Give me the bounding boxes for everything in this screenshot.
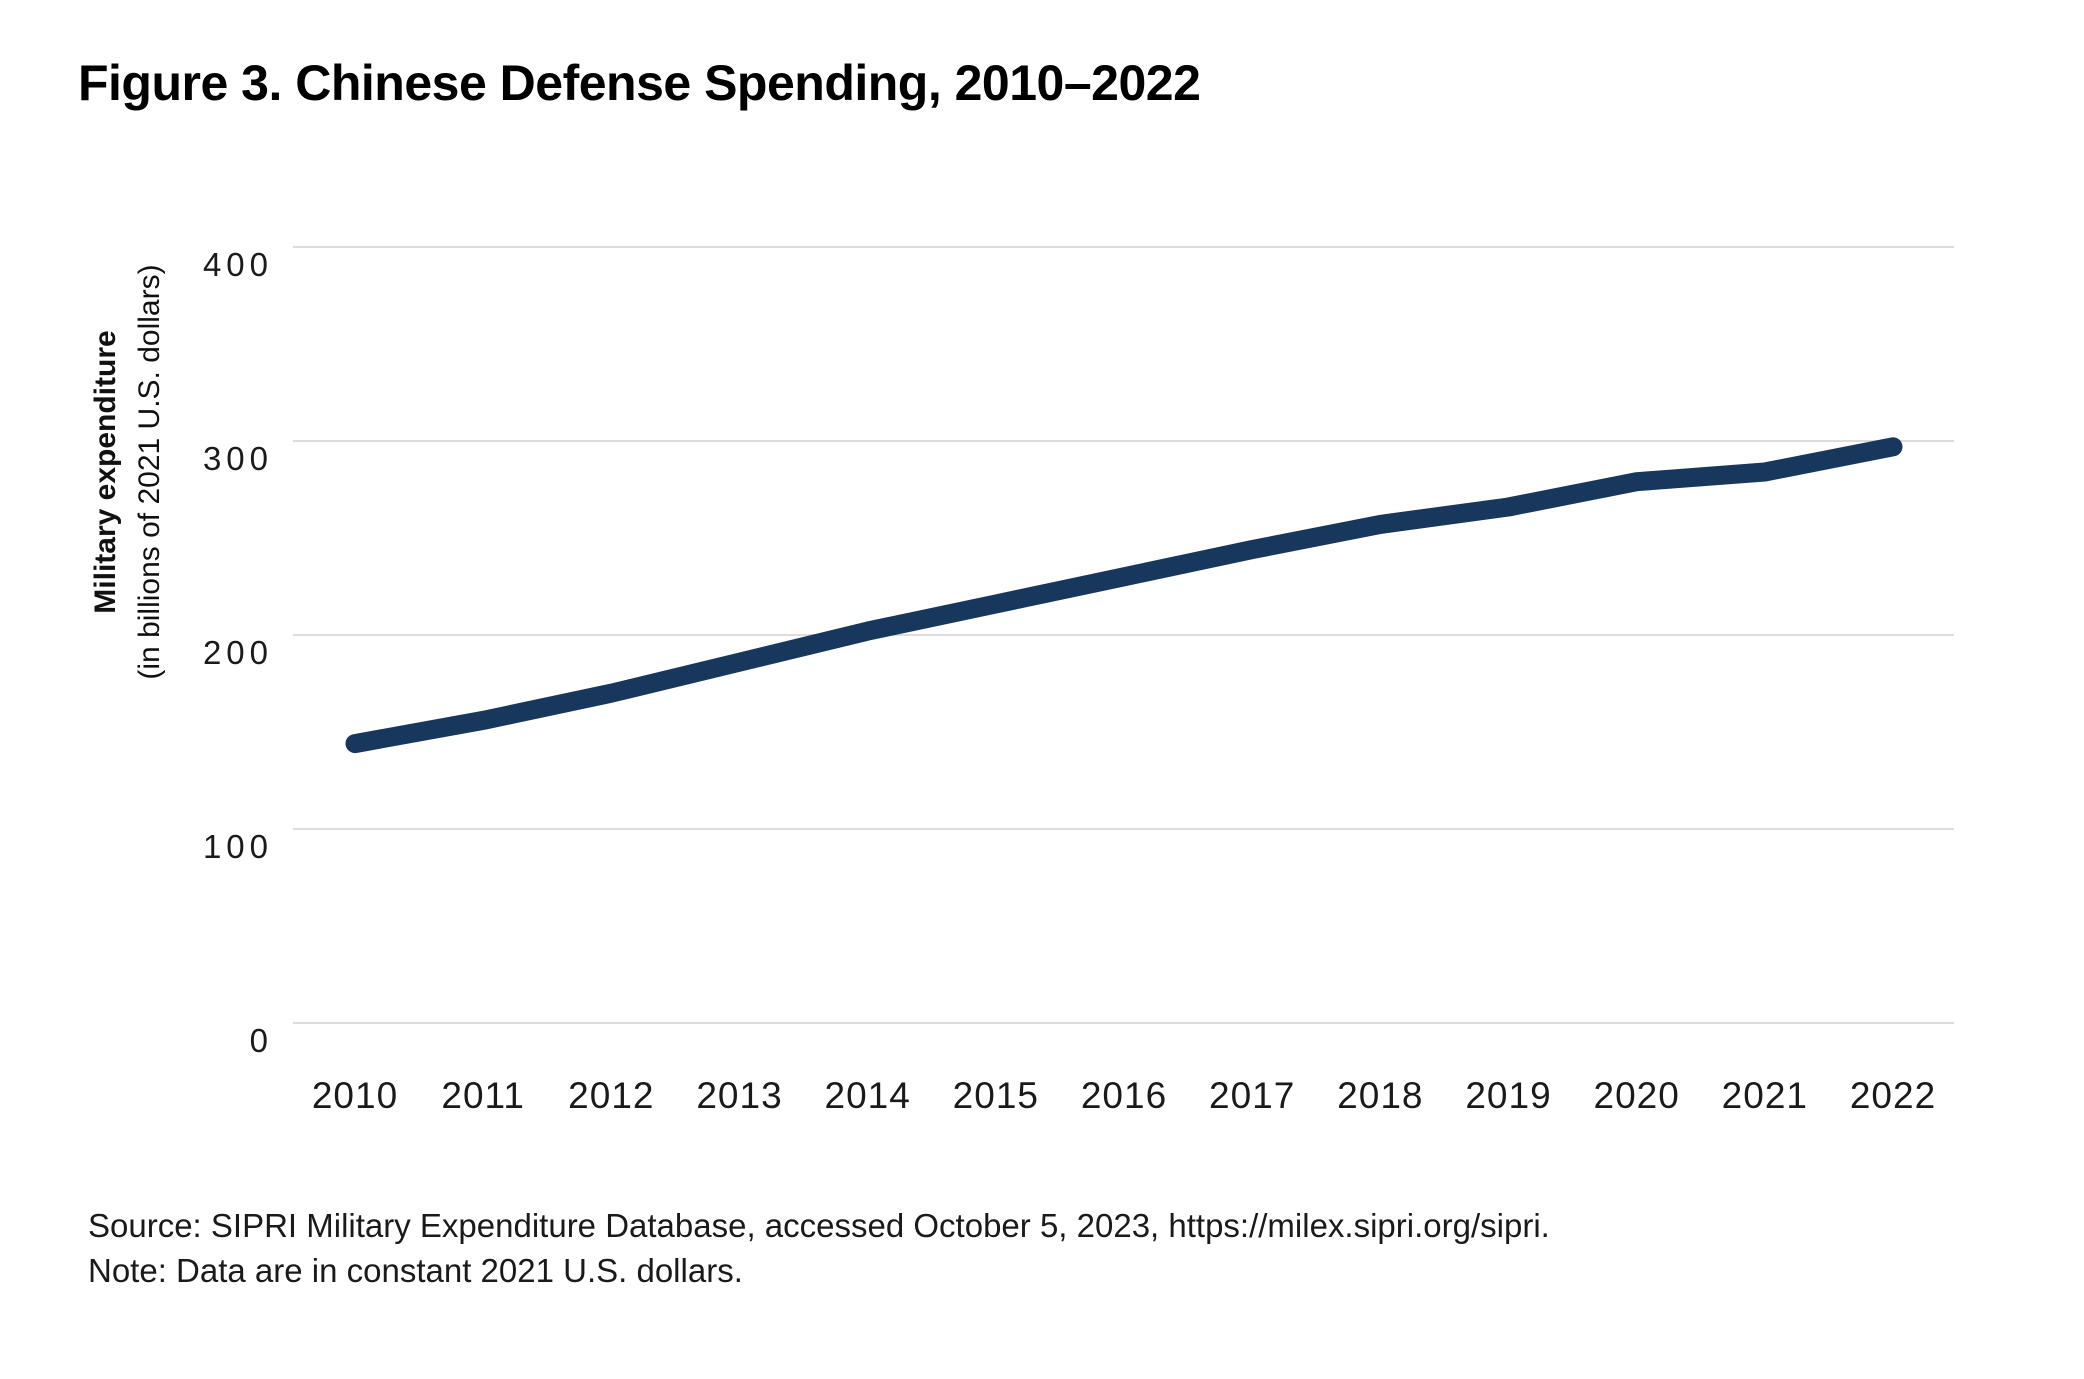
y-tick-label: 400 (203, 246, 273, 283)
note-text: Note: Data are in constant 2021 U.S. dol… (88, 1252, 743, 1289)
x-tick-label: 2015 (953, 1075, 1039, 1116)
x-tick-label: 2018 (1337, 1075, 1423, 1116)
y-tick-label: 100 (203, 828, 273, 865)
x-tick-label: 2017 (1209, 1075, 1295, 1116)
x-tick-label: 2013 (696, 1075, 782, 1116)
x-tick-label: 2022 (1850, 1075, 1936, 1116)
x-tick-label: 2011 (441, 1075, 525, 1116)
x-tick-label: 2021 (1722, 1075, 1808, 1116)
data-line (345, 437, 1903, 754)
x-tick-label: 2014 (825, 1075, 911, 1116)
x-tick-label: 2016 (1081, 1075, 1167, 1116)
x-tick-label: 2012 (568, 1075, 654, 1116)
figure-title: Figure 3. Chinese Defense Spending, 2010… (78, 55, 1201, 111)
x-tick-label: 2020 (1594, 1075, 1680, 1116)
x-tick-label: 2019 (1465, 1075, 1551, 1116)
source-text: Source: SIPRI Military Expenditure Datab… (88, 1207, 1550, 1244)
y-tick-label: 200 (203, 634, 273, 671)
figure-footer: Source: SIPRI Military Expenditure Datab… (88, 1203, 1550, 1293)
x-tick-label: 2010 (312, 1075, 398, 1116)
y-tick-label: 0 (250, 1022, 273, 1059)
y-tick-label: 300 (203, 440, 273, 477)
